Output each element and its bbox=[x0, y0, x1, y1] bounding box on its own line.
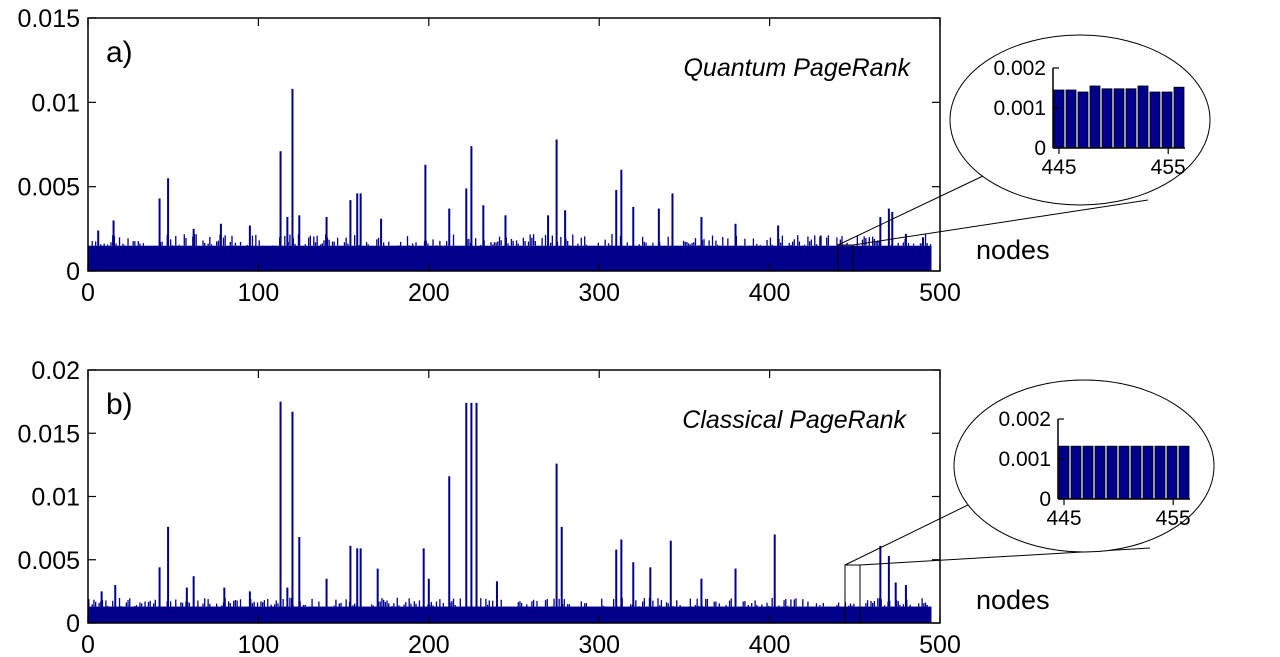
panel-a-label: a) bbox=[106, 36, 133, 69]
panel-a-title: Quantum PageRank bbox=[683, 54, 911, 82]
x-tick-label: 500 bbox=[919, 279, 961, 307]
inset-bar bbox=[1137, 85, 1149, 149]
inset-bar bbox=[1161, 91, 1173, 149]
panel-a: 0 0.005 0.01 0.015 0 100 200 300 400 500 a) Quan… bbox=[17, 5, 1211, 307]
panel-a-plot-frame bbox=[87, 17, 941, 272]
y-tick-label: 0.005 bbox=[17, 174, 80, 202]
baseline-bars bbox=[88, 606, 932, 623]
y-tick-label: 0.01 bbox=[31, 89, 80, 117]
panel-b-label: b) bbox=[106, 388, 133, 421]
panel-b-y-ticks: 0 0.005 0.01 0.015 0.02 bbox=[17, 357, 940, 638]
inset-y-tick-label: 0 bbox=[1034, 137, 1046, 160]
panel-b-title: Classical PageRank bbox=[682, 406, 907, 434]
inset-y-tick-label: 0 bbox=[1039, 488, 1051, 511]
inset-bar bbox=[1101, 88, 1113, 149]
panel-a-x-label: nodes bbox=[976, 235, 1050, 265]
inset-bar bbox=[1077, 91, 1089, 149]
panel-b-bars bbox=[88, 401, 932, 623]
panel-a-y-ticks: 0 0.005 0.01 0.015 bbox=[17, 5, 940, 286]
inset-x-tick-label: 445 bbox=[1041, 156, 1076, 179]
panel-a-bars bbox=[88, 88, 932, 271]
x-tick-label: 0 bbox=[81, 631, 95, 657]
inset-y-tick-label: 0.001 bbox=[998, 448, 1051, 471]
y-tick-label: 0.02 bbox=[31, 357, 80, 385]
inset-bar bbox=[1089, 85, 1101, 149]
x-tick-label: 500 bbox=[919, 631, 961, 657]
panel-a-x-ticks: 0 100 200 300 400 500 bbox=[81, 18, 961, 307]
inset-bar bbox=[1118, 445, 1130, 500]
bar-texture bbox=[91, 234, 932, 246]
inset-y-tick-label: 0.002 bbox=[998, 408, 1051, 431]
inset-bar bbox=[1130, 445, 1142, 500]
inset-bar bbox=[1113, 88, 1125, 149]
inset-bar bbox=[1082, 445, 1094, 500]
y-tick-label: 0 bbox=[66, 258, 80, 286]
inset-y-tick-label: 0.001 bbox=[993, 97, 1046, 120]
inset-bar bbox=[1149, 91, 1161, 149]
x-tick-label: 300 bbox=[578, 279, 620, 307]
inset-bar bbox=[1166, 445, 1178, 500]
inset-bar bbox=[1058, 445, 1070, 500]
inset-bar bbox=[1142, 445, 1154, 500]
x-tick-label: 100 bbox=[238, 279, 280, 307]
panel-b-x-label: nodes bbox=[976, 585, 1050, 615]
panel-b-zoom-region bbox=[844, 564, 861, 624]
inset-bar bbox=[1065, 89, 1077, 149]
x-tick-label: 0 bbox=[81, 279, 95, 307]
inset-x-tick-label: 445 bbox=[1046, 507, 1081, 530]
panel-b-x-ticks: 0 100 200 300 400 500 bbox=[81, 370, 961, 657]
panel-b-zoom-line-upper bbox=[844, 502, 973, 566]
y-tick-label: 0.01 bbox=[31, 484, 80, 512]
x-tick-label: 300 bbox=[578, 631, 620, 657]
y-tick-label: 0.015 bbox=[17, 5, 80, 33]
inset-bar bbox=[1070, 445, 1082, 500]
bar-texture bbox=[88, 597, 928, 607]
inset-x-tick-label: 455 bbox=[1156, 507, 1191, 530]
x-tick-label: 200 bbox=[408, 631, 450, 657]
inset-y-tick-label: 0.002 bbox=[993, 57, 1046, 80]
panel-a-zoom-line-upper bbox=[837, 175, 984, 246]
x-tick-label: 200 bbox=[408, 279, 450, 307]
x-tick-label: 400 bbox=[749, 631, 791, 657]
y-tick-label: 0.015 bbox=[17, 420, 80, 448]
panel-a-inset-chart: 0 0.001 0.002 445 455 bbox=[993, 57, 1185, 179]
inset-bar bbox=[1154, 445, 1166, 500]
inset-bar bbox=[1106, 445, 1118, 500]
baseline-bars bbox=[88, 245, 932, 271]
panel-b-inset-chart: 0 0.001 0.002 445 455 bbox=[998, 408, 1190, 530]
inset-bar bbox=[1094, 445, 1106, 500]
inset-bar bbox=[1125, 88, 1137, 149]
inset-bar bbox=[1173, 86, 1185, 149]
inset-x-tick-label: 455 bbox=[1151, 156, 1186, 179]
panel-a-zoom-region bbox=[837, 244, 854, 272]
inset-bar bbox=[1053, 89, 1065, 149]
y-tick-label: 0 bbox=[66, 610, 80, 638]
x-tick-label: 100 bbox=[238, 631, 280, 657]
panel-a-zoom-line-lower bbox=[852, 199, 1149, 246]
x-tick-label: 400 bbox=[749, 279, 791, 307]
y-tick-label: 0.005 bbox=[17, 547, 80, 575]
inset-bar bbox=[1178, 445, 1190, 500]
